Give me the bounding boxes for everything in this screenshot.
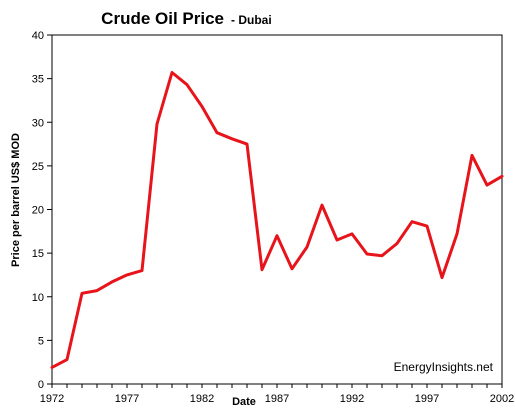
x-tick-label: 1972 xyxy=(40,393,64,405)
data-point xyxy=(96,289,98,292)
series-layer xyxy=(50,71,504,369)
data-point xyxy=(456,233,458,235)
data-point xyxy=(216,131,218,134)
plot-area xyxy=(51,34,503,385)
data-point xyxy=(441,276,443,279)
chart-annotation: EnergyInsights.net xyxy=(394,360,494,374)
data-point xyxy=(126,274,128,276)
y-tick-label: 15 xyxy=(32,248,44,260)
data-point xyxy=(486,184,488,186)
data-point xyxy=(366,253,368,255)
x-tick-label: 1977 xyxy=(115,393,139,405)
x-tick-label: 1997 xyxy=(415,393,439,405)
chart-title-text: Crude Oil Price xyxy=(101,9,224,28)
y-tick-label: 0 xyxy=(38,379,44,391)
x-tick-label: 1992 xyxy=(340,393,364,405)
data-point xyxy=(396,242,398,245)
x-axis-label: Date xyxy=(232,396,256,408)
data-point xyxy=(81,292,83,295)
data-point xyxy=(51,366,53,369)
y-tick-label: 5 xyxy=(38,335,44,347)
data-point xyxy=(501,175,503,178)
data-point xyxy=(351,233,353,235)
y-tick-label: 10 xyxy=(32,292,44,304)
data-point xyxy=(231,137,233,140)
data-point xyxy=(186,83,188,86)
y-tick-label: 35 xyxy=(32,74,44,86)
data-point xyxy=(111,281,113,283)
chart-subtitle-text: - Dubai xyxy=(231,13,272,27)
data-point xyxy=(156,123,158,125)
data-point xyxy=(381,254,383,257)
data-point xyxy=(261,268,263,271)
x-tick-label: 2002 xyxy=(490,393,514,405)
data-point xyxy=(291,267,293,270)
data-point xyxy=(336,239,338,241)
data-point xyxy=(201,105,203,108)
data-point xyxy=(66,358,68,361)
y-tick-label: 30 xyxy=(32,117,44,129)
y-tick-label: 25 xyxy=(32,161,44,173)
data-point xyxy=(411,220,413,223)
y-tick-label: 20 xyxy=(32,205,44,217)
y-axis: 0 5 10 15 20 25 30 35 40 xyxy=(32,30,52,391)
data-point xyxy=(276,234,278,237)
data-point xyxy=(306,246,308,248)
y-axis-label: Price per barrel US$ MOD xyxy=(10,133,22,267)
x-tick-label: 1982 xyxy=(190,393,214,405)
data-point xyxy=(141,269,143,272)
x-axis: 1972 1977 1982 1987 1992 1997 2002 xyxy=(40,384,514,405)
data-point xyxy=(426,225,428,227)
data-point xyxy=(471,154,473,157)
chart-title: Crude Oil Price - Dubai xyxy=(101,9,272,28)
data-point xyxy=(171,71,173,74)
x-tick-label: 1987 xyxy=(265,393,289,405)
y-tick-label: 40 xyxy=(32,30,44,42)
data-point xyxy=(321,204,323,207)
data-point xyxy=(246,143,248,145)
